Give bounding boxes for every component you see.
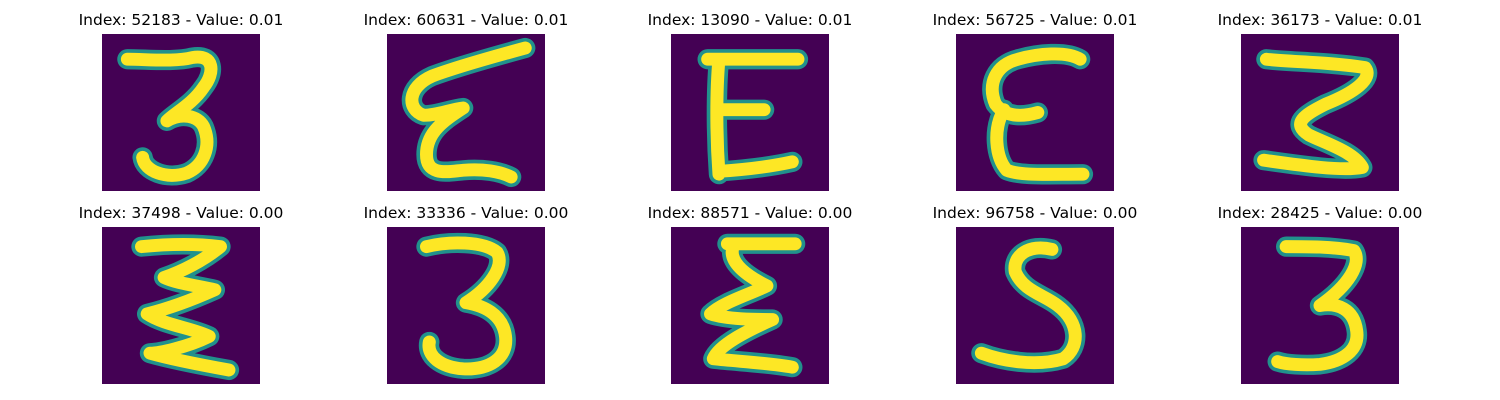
panel-title: Index: 88571 - Value: 0.00 — [647, 204, 853, 222]
digit-stroke — [420, 236, 513, 376]
panel-title: Index: 13090 - Value: 0.01 — [647, 11, 853, 29]
digit-image — [671, 227, 829, 384]
digit-image — [102, 227, 260, 384]
panel-title: Index: 37498 - Value: 0.00 — [78, 204, 284, 222]
panel-title: Index: 28425 - Value: 0.00 — [1217, 204, 1423, 222]
digit-image — [387, 34, 545, 191]
digit-image — [956, 227, 1114, 384]
digit-stroke — [1271, 240, 1364, 372]
panel-title: Index: 60631 - Value: 0.01 — [363, 11, 569, 29]
panel-title: Index: 33336 - Value: 0.00 — [363, 204, 569, 222]
digit-image — [1241, 227, 1399, 384]
digit-stroke — [985, 47, 1090, 181]
panel-title: Index: 52183 - Value: 0.01 — [78, 11, 284, 29]
digit-image — [102, 34, 260, 191]
digit-stroke — [974, 241, 1082, 370]
digit-stroke — [120, 50, 218, 182]
digit-image — [956, 34, 1114, 191]
digit-image — [387, 227, 545, 384]
panel-title: Index: 56725 - Value: 0.01 — [932, 11, 1138, 29]
digit-stroke — [405, 41, 532, 184]
panel-title: Index: 36173 - Value: 0.01 — [1217, 11, 1423, 29]
digit-stroke — [135, 238, 236, 377]
digit-image — [671, 34, 829, 191]
panel-title: Index: 96758 - Value: 0.00 — [932, 204, 1138, 222]
digit-image — [1241, 34, 1399, 191]
digit-stroke — [1257, 52, 1374, 176]
digit-stroke — [704, 237, 802, 374]
digit-stroke — [701, 52, 805, 181]
